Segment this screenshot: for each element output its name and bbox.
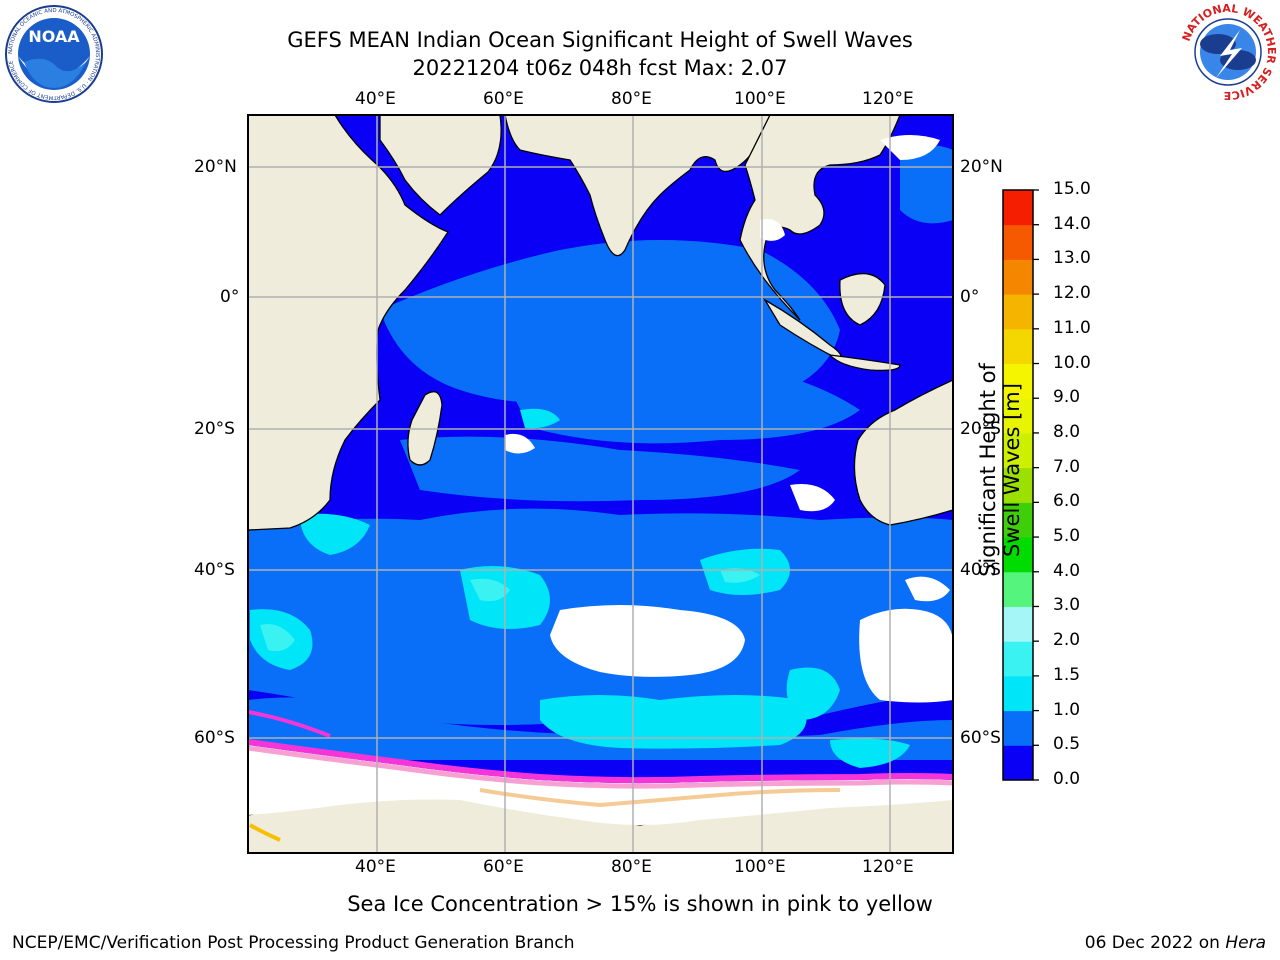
noaa-logo: NOAA NATIONAL OCEANIC AND ATMOSPHERIC AD… (5, 5, 103, 103)
colorbar-tick-label: 1.0 (1053, 699, 1081, 720)
footer-branch: NCEP/EMC/Verification Post Processing Pr… (12, 933, 575, 953)
colorbar-tick-label: 11.0 (1053, 317, 1091, 338)
lon-label-bottom-100e: 100°E (734, 857, 786, 877)
colorbar-swatch (1003, 224, 1033, 260)
colorbar-tick-label: 14.0 (1053, 213, 1091, 234)
lon-label-top-120e: 120°E (862, 89, 914, 109)
colorbar-swatch (1003, 259, 1033, 295)
arabia (379, 115, 502, 216)
swell-band-1.5-2.0 (260, 568, 760, 652)
colorbar-tick-label: 8.0 (1053, 421, 1081, 442)
lat-label-right-60s: 60°S (960, 728, 1001, 748)
map-subtitle: 20221204 t06z 048h fcst Max: 2.07 (412, 56, 788, 80)
colorbar-swatch (1003, 537, 1033, 573)
lon-label-bottom-60e: 60°E (483, 857, 524, 877)
lon-label-top-100e: 100°E (734, 89, 786, 109)
colorbar-tick-label: 1.5 (1053, 664, 1081, 685)
gridlines (248, 115, 953, 853)
australia (853, 379, 953, 526)
colorbar-swatch (1003, 398, 1033, 434)
colorbar-label: Significant Height of Swell Waves [m] (976, 363, 1024, 577)
colorbar-tick-label: 0.0 (1053, 769, 1081, 789)
lat-label-left-0: 0° (220, 287, 240, 307)
map-frame (247, 114, 954, 854)
colorbar-swatch (1003, 294, 1033, 330)
colorbar-swatch (1003, 710, 1033, 746)
lat-label-left-40s: 40°S (194, 560, 235, 580)
nws-logo: NATIONAL WEATHER SERVICE (1180, 2, 1278, 102)
colorbar-tick-label: 12.0 (1053, 283, 1091, 304)
lat-label-left-20s: 20°S (194, 419, 235, 439)
colorbar-swatch (1003, 502, 1033, 538)
colorbar-tick-label: 0.5 (1053, 734, 1081, 755)
colorbar-swatch (1003, 571, 1033, 607)
colorbar-tick-label: 9.0 (1053, 387, 1081, 408)
footer-machine: Hera (1225, 933, 1266, 953)
lat-label-right-40s: 40°S (960, 560, 1001, 580)
lat-label-right-20s: 20°S (960, 419, 1001, 439)
colorbar-tick-label: 6.0 (1053, 491, 1081, 512)
map-title: GEFS MEAN Indian Ocean Significant Heigh… (287, 28, 913, 52)
colorbar-tick-label: 15.0 (1053, 179, 1091, 199)
south-asia (504, 115, 771, 257)
colorbar-swatch (1003, 432, 1033, 469)
colorbar-tick-label: 2.0 (1053, 630, 1081, 651)
lon-label-top-60e: 60°E (483, 89, 524, 109)
colorbar (1003, 189, 1039, 781)
sea-ice-note: Sea Ice Concentration > 15% is shown in … (347, 892, 933, 916)
lon-label-top-80e: 80°E (611, 89, 652, 109)
colorbar-swatch (1003, 467, 1033, 503)
colorbar-swatch (1003, 745, 1033, 781)
colorbar-swatch (1003, 641, 1033, 677)
footer-date: 06 Dec 2022 on Hera (1085, 933, 1266, 953)
colorbar-swatch (1003, 328, 1033, 365)
footer-date-text: 06 Dec 2022 on (1084, 933, 1226, 953)
colorbar-tick-label: 13.0 (1053, 248, 1091, 269)
sea-ice (248, 710, 953, 842)
colorbar-tick-label: 5.0 (1053, 526, 1081, 547)
lat-label-left-20n: 20°N (194, 157, 237, 177)
sumatra (763, 298, 842, 361)
masked-areas (505, 135, 953, 703)
colorbar-frame (1002, 189, 1034, 781)
colorbar-tick-label: 3.0 (1053, 595, 1081, 616)
borneo (839, 273, 886, 326)
africa (248, 115, 449, 531)
lon-label-bottom-80e: 80°E (611, 857, 652, 877)
lon-label-bottom-120e: 120°E (862, 857, 914, 877)
colorbar-tick-label: 4.0 (1053, 560, 1081, 581)
colorbar-swatch (1003, 363, 1033, 399)
lat-label-right-0: 0° (960, 287, 980, 307)
colorbar-swatch (1003, 190, 1033, 226)
lon-label-bottom-40e: 40°E (355, 857, 396, 877)
colorbar-swatch (1003, 675, 1033, 712)
noaa-logo-text: NOAA (28, 27, 80, 46)
map-area (248, 115, 953, 853)
colorbar-tick-label: 7.0 (1053, 456, 1081, 477)
lat-label-left-60s: 60°S (194, 728, 235, 748)
lon-label-top-40e: 40°E (355, 89, 396, 109)
java (828, 354, 901, 372)
land-masses (248, 115, 953, 853)
lat-label-right-20n: 20°N (960, 157, 1003, 177)
colorbar-swatch (1003, 606, 1033, 642)
colorbar-tick-label: 10.0 (1053, 352, 1091, 373)
